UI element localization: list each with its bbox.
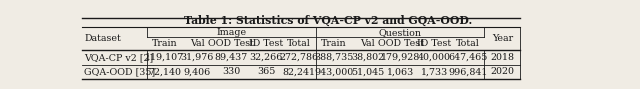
Text: 89,437: 89,437 (214, 53, 248, 62)
Text: 31,976: 31,976 (180, 53, 214, 62)
Text: Dataset: Dataset (85, 34, 122, 43)
Text: 2020: 2020 (490, 67, 515, 76)
Text: 943,000: 943,000 (314, 67, 353, 76)
Text: 40,000: 40,000 (418, 53, 451, 62)
Text: Year: Year (492, 34, 513, 43)
Text: 996,841: 996,841 (448, 67, 487, 76)
Text: Table 1: Statistics of VQA-CP v2 and GQA-OOD.: Table 1: Statistics of VQA-CP v2 and GQA… (184, 14, 472, 26)
Text: Train: Train (152, 39, 177, 48)
Text: 330: 330 (222, 67, 241, 76)
Text: ID Test: ID Test (417, 39, 451, 48)
Text: 38,802: 38,802 (351, 53, 385, 62)
Text: OOD Test: OOD Test (209, 39, 254, 48)
Text: 647,465: 647,465 (448, 53, 487, 62)
Text: 1,733: 1,733 (420, 67, 448, 76)
Text: 51,045: 51,045 (351, 67, 385, 76)
Text: Question: Question (379, 28, 422, 37)
Text: Image: Image (216, 28, 246, 37)
Text: 82,241: 82,241 (283, 67, 316, 76)
Text: 9,406: 9,406 (184, 67, 211, 76)
Text: GQA-OOD [35]: GQA-OOD [35] (84, 67, 156, 76)
Text: Total: Total (287, 39, 311, 48)
Text: 119,107: 119,107 (145, 53, 184, 62)
Text: Train: Train (321, 39, 347, 48)
Text: Val: Val (190, 39, 205, 48)
Text: 272,786: 272,786 (280, 53, 319, 62)
Text: 72,140: 72,140 (148, 67, 181, 76)
Text: Val: Val (360, 39, 375, 48)
Text: Total: Total (456, 39, 479, 48)
Text: 388,735: 388,735 (314, 53, 354, 62)
Text: 32,266: 32,266 (250, 53, 283, 62)
Text: 179,928: 179,928 (381, 53, 420, 62)
Text: 365: 365 (257, 67, 275, 76)
Text: 2018: 2018 (490, 53, 515, 62)
Text: ID Test: ID Test (249, 39, 283, 48)
Text: VQA-CP v2 [2]: VQA-CP v2 [2] (84, 53, 153, 62)
Text: OOD Test: OOD Test (378, 39, 424, 48)
Text: 1,063: 1,063 (387, 67, 414, 76)
